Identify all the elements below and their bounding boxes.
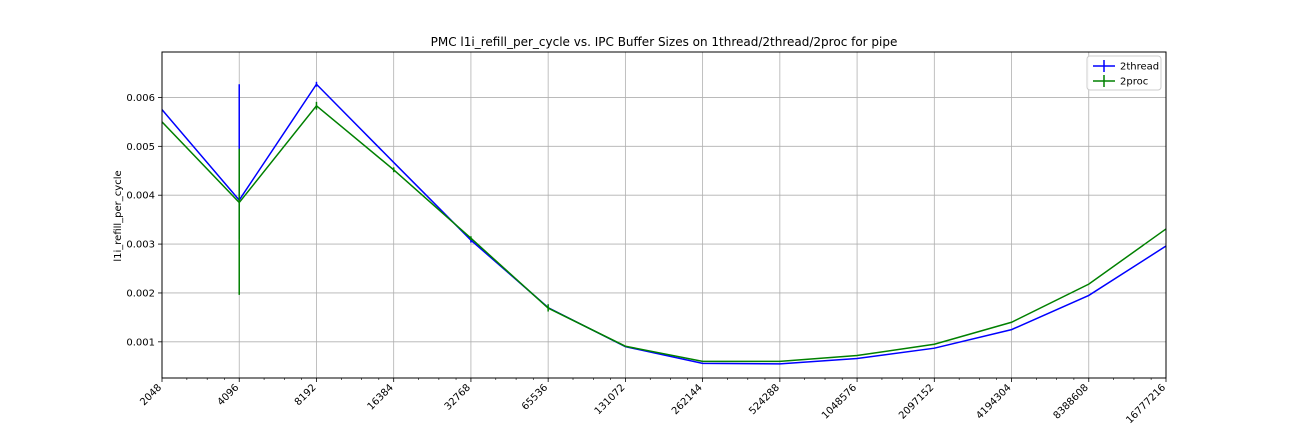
x-tick-label: 2097152 — [897, 382, 936, 421]
x-tick-label: 1048576 — [820, 382, 859, 421]
y-tick-label: 0.005 — [126, 142, 155, 153]
series-line-2thread — [161, 83, 1167, 365]
x-tick-label: 65536 — [520, 382, 550, 412]
x-tick-label: 262144 — [670, 382, 705, 417]
plot-frame — [161, 51, 1167, 379]
x-tick-label: 8192 — [293, 382, 319, 408]
legend-label-2thread: 2thread — [1120, 62, 1159, 73]
x-tick-label: 8388608 — [1052, 382, 1091, 421]
series-line-2proc — [161, 104, 1167, 363]
y-tick-label: 0.006 — [126, 93, 155, 104]
x-tick-label: 524288 — [747, 382, 782, 417]
x-tick-label: 4194304 — [974, 382, 1013, 421]
y-tick-label: 0.004 — [126, 191, 155, 202]
series-layer — [161, 81, 1167, 365]
y-tick-label: 0.002 — [126, 288, 155, 299]
x-tick-label: 4096 — [216, 382, 242, 408]
y-axis-label: l1i_refill_per_cycle — [113, 170, 124, 261]
grid — [161, 52, 1167, 378]
y-tick-label: 0.003 — [126, 240, 155, 251]
x-tick-label: 16777216 — [1124, 382, 1168, 426]
y-tick-label: 0.001 — [126, 337, 155, 348]
legend: 2thread 2proc — [1086, 55, 1162, 91]
x-tick-label: 16384 — [366, 382, 396, 412]
x-tick-label: 32768 — [443, 382, 473, 412]
x-tick-label: 2048 — [138, 382, 164, 408]
chart-title: PMC l1i_refill_per_cycle vs. IPC Buffer … — [431, 35, 898, 49]
x-tick-label: 131072 — [593, 382, 628, 417]
legend-label-2proc: 2proc — [1120, 77, 1148, 88]
